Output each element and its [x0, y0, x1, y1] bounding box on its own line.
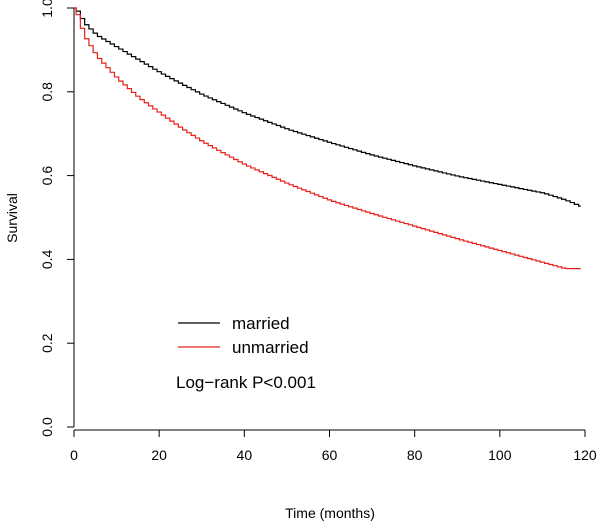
legend-label-married: married	[232, 314, 290, 333]
x-tick-label: 0	[70, 447, 78, 463]
axes	[73, 8, 585, 431]
y-tick-label: 1.0	[39, 0, 55, 18]
y-tick-label: 0.0	[39, 417, 55, 437]
x-ticks: 0 20 40 60 80 100 120	[70, 430, 597, 463]
logrank-annotation: Log−rank P<0.001	[176, 373, 316, 392]
x-tick-label: 40	[237, 447, 253, 463]
y-tick-label: 0.8	[39, 82, 55, 102]
series-line-unmarried	[74, 7, 581, 270]
x-tick-label: 120	[573, 447, 597, 463]
legend-label-unmarried: unmarried	[232, 338, 309, 357]
series-lines	[74, 7, 581, 270]
y-tick-label: 0.6	[39, 166, 55, 186]
x-tick-label: 80	[407, 447, 423, 463]
x-tick-label: 20	[151, 447, 167, 463]
x-tick-label: 60	[322, 447, 338, 463]
y-tick-label: 0.4	[39, 249, 55, 269]
y-ticks: 0.0 0.2 0.4 0.6 0.8 1.0	[39, 0, 74, 437]
y-tick-label: 0.2	[39, 333, 55, 353]
legend: married unmarried	[178, 314, 309, 357]
series-line-married	[74, 7, 581, 207]
x-tick-label: 100	[488, 447, 512, 463]
x-axis-label: Time (months)	[285, 505, 375, 521]
y-axis-label: Survival	[4, 193, 20, 243]
